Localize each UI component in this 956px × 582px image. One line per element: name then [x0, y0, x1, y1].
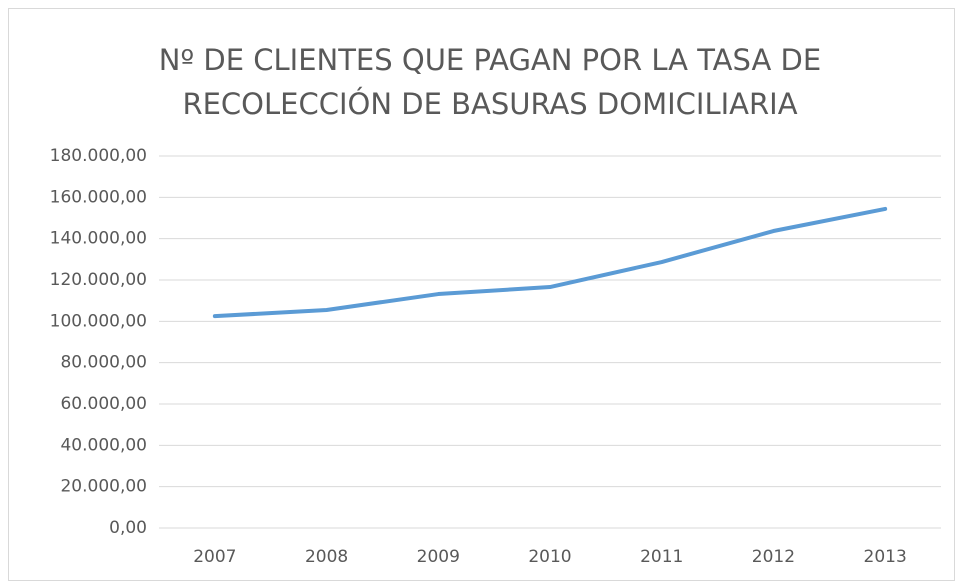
x-tick-label: 2011: [640, 547, 683, 567]
x-tick-label: 2008: [305, 547, 348, 567]
y-tick-label: 0,00: [109, 518, 147, 538]
y-tick-label: 60.000,00: [60, 394, 147, 414]
y-tick-label: 140.000,00: [50, 229, 147, 249]
y-tick-label: 180.000,00: [50, 146, 147, 166]
x-tick-label: 2013: [864, 547, 907, 567]
data-line: [212, 206, 888, 319]
y-tick-label: 100.000,00: [50, 311, 147, 331]
x-tick-label: 2012: [752, 547, 795, 567]
y-tick-label: 80.000,00: [60, 353, 147, 373]
x-tick-label: 2009: [417, 547, 460, 567]
chart-border: [8, 8, 955, 581]
x-tick-label: 2010: [528, 547, 571, 567]
y-tick-label: 160.000,00: [50, 187, 147, 207]
y-tick-label: 20.000,00: [60, 477, 147, 497]
y-tick-label: 120.000,00: [50, 270, 147, 290]
x-tick-label: 2007: [193, 547, 236, 567]
chart-title: Nº DE CLIENTES QUE PAGAN POR LA TASA DE …: [158, 43, 822, 121]
y-tick-label: 40.000,00: [60, 435, 147, 455]
